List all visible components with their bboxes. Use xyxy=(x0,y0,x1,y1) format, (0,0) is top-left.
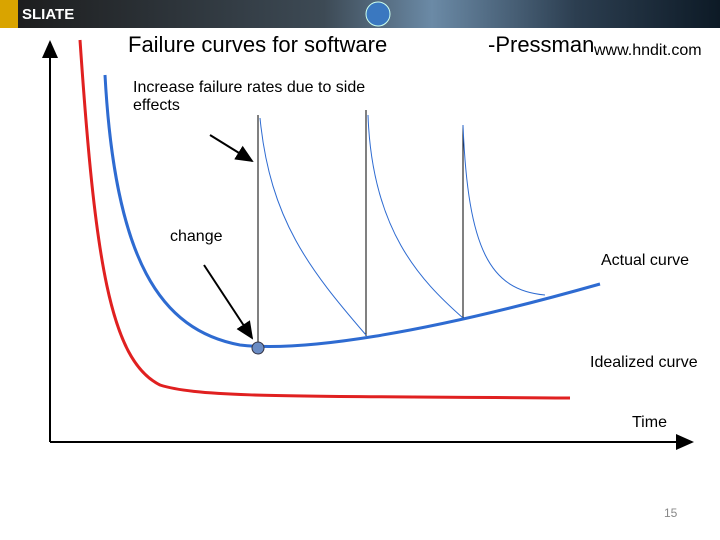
banner xyxy=(0,0,720,28)
curve-label: Idealized curve xyxy=(590,354,698,371)
title: Failure curves for software xyxy=(128,32,388,57)
actual-curve xyxy=(103,74,601,348)
change-lines xyxy=(257,110,464,348)
banner-globe xyxy=(365,1,391,27)
annotation: Increase failure rates due to side effec… xyxy=(133,79,366,115)
idealized-curve xyxy=(78,39,571,400)
author: -Pressman xyxy=(488,32,595,57)
logo: SLIATE xyxy=(22,6,74,23)
change-point xyxy=(251,341,265,355)
logo-box xyxy=(0,0,18,28)
website: www.hndit.com xyxy=(594,42,702,59)
arrow xyxy=(203,264,254,340)
curve-label: Actual curve xyxy=(601,252,690,269)
axis-label: Time xyxy=(632,414,667,431)
arrow xyxy=(209,134,254,163)
page-number: 15 xyxy=(664,506,678,520)
annotation: change xyxy=(170,228,223,245)
spike-curves xyxy=(259,114,546,336)
